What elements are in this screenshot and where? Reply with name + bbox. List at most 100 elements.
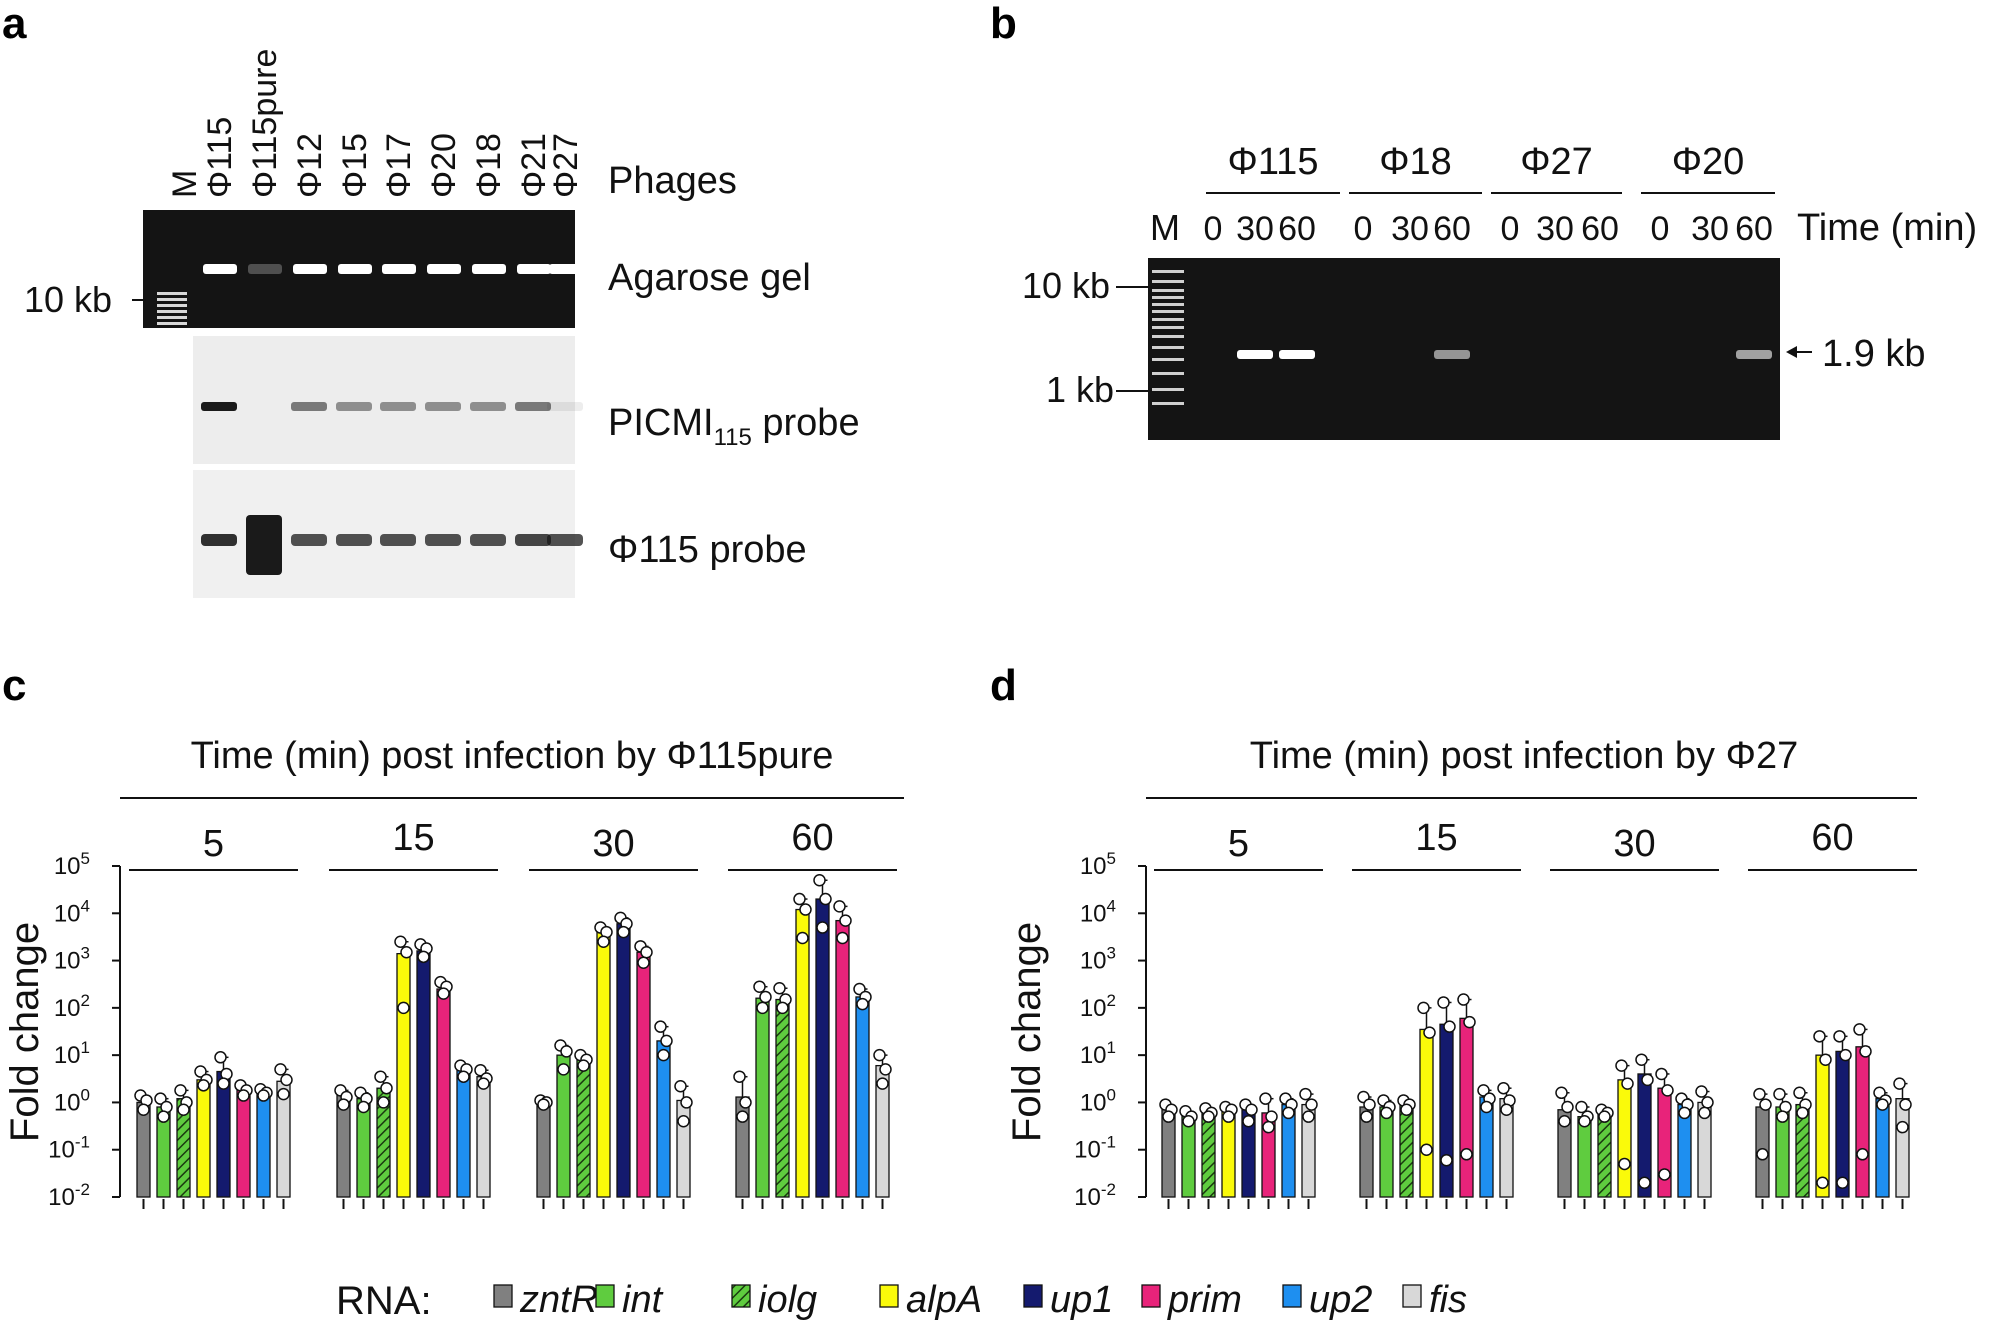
- data-point: [474, 1063, 487, 1077]
- row-label-phi115: Φ115 probe: [608, 529, 807, 571]
- data-point: [733, 1070, 746, 1083]
- ladder-band: [157, 298, 187, 301]
- ladder-band: [157, 292, 187, 295]
- y-tick-exponent: 0: [81, 1085, 90, 1104]
- y-axis-label: Fold change: [1005, 922, 1049, 1142]
- y-tick-label: 100: [54, 1085, 90, 1116]
- data-point: [1360, 1110, 1373, 1123]
- data-point: [1678, 1106, 1691, 1120]
- ladder-band: [1152, 372, 1184, 375]
- bar-prim: [1459, 1017, 1474, 1198]
- bar-int: [755, 997, 770, 1198]
- data-point: [677, 1114, 690, 1128]
- time-label: 0: [1501, 210, 1520, 248]
- ladder-band: [1152, 296, 1184, 299]
- legend-label: int: [622, 1279, 664, 1321]
- size-label-10kb: 10 kb: [1022, 265, 1110, 306]
- data-point: [654, 1020, 667, 1033]
- chart-title: Time (min) post infection by Φ115pure: [191, 735, 834, 777]
- y-tick-exponent: 2: [1107, 991, 1116, 1010]
- y-tick-exponent: 3: [1107, 944, 1116, 963]
- data-point: [1819, 1053, 1832, 1066]
- data-point: [1773, 1087, 1786, 1101]
- data-point: [1282, 1106, 1295, 1120]
- time-group-label: 15: [1415, 817, 1457, 859]
- gel-band: [1279, 350, 1315, 359]
- bar-up1: [416, 950, 431, 1198]
- data-point: [597, 935, 610, 949]
- y-tick-exponent: 4: [1107, 896, 1116, 915]
- bar-alpA: [1419, 1028, 1434, 1198]
- data-point: [394, 935, 407, 949]
- data-point: [839, 914, 852, 927]
- row-label-picmi: PICMI115 probe: [608, 402, 860, 451]
- legend-swatch-iolg: [731, 1284, 751, 1308]
- gel-band: [1736, 350, 1772, 359]
- lane-label: Φ18: [470, 133, 508, 198]
- y-tick-label: 104: [54, 896, 90, 927]
- data-point: [257, 1089, 270, 1102]
- data-point: [1259, 1092, 1272, 1105]
- panel-letter-d: d: [990, 661, 1017, 710]
- y-tick-label: 10-1: [48, 1133, 90, 1164]
- data-point: [214, 1051, 227, 1064]
- data-point: [277, 1087, 290, 1101]
- blot-band: [515, 534, 551, 546]
- y-tick-exponent: 4: [81, 896, 90, 915]
- bar-iolg: [576, 1059, 591, 1198]
- marker-lane-label: M: [1150, 207, 1180, 248]
- bar-alpA: [1815, 1054, 1830, 1198]
- data-point: [437, 987, 450, 1000]
- dna-ladder: [157, 292, 187, 325]
- legend-label: up2: [1309, 1279, 1372, 1321]
- data-point: [557, 1063, 570, 1076]
- gel-band: [549, 264, 583, 274]
- bar-alpA: [1221, 1110, 1236, 1198]
- data-point: [1638, 1176, 1651, 1190]
- time-label: 60: [1581, 210, 1619, 248]
- data-point: [873, 1048, 886, 1062]
- data-point: [640, 945, 653, 959]
- data-point: [374, 1070, 387, 1083]
- data-point: [197, 1079, 210, 1092]
- data-point: [377, 1096, 390, 1109]
- data-point: [1816, 1176, 1829, 1190]
- legend-swatch-up2: [1282, 1284, 1302, 1308]
- blot-band: [291, 534, 327, 546]
- ladder-band: [1152, 346, 1184, 349]
- data-point: [237, 1089, 250, 1102]
- time-label: 30: [1236, 210, 1274, 248]
- time-label: 60: [1278, 210, 1316, 248]
- y-tick-label: 10-1: [1074, 1133, 1116, 1164]
- data-point: [174, 1084, 187, 1097]
- bar-fis: [476, 1076, 491, 1198]
- data-point: [1618, 1157, 1631, 1171]
- data-point: [1655, 1067, 1668, 1081]
- data-point: [1420, 1143, 1433, 1156]
- bar-up2: [456, 1068, 471, 1198]
- data-point: [1756, 1148, 1769, 1161]
- y-tick-label: 102: [1080, 991, 1116, 1022]
- lane-label: Φ21: [515, 133, 553, 198]
- data-point: [1400, 1103, 1413, 1117]
- chart-d: Time (min) post infection by Φ27 Fold cha…: [1005, 735, 1917, 1211]
- data-point: [1635, 1053, 1648, 1066]
- data-point: [1615, 1059, 1628, 1072]
- data-point: [274, 1063, 287, 1076]
- y-tick-exponent: -1: [75, 1133, 90, 1152]
- data-point: [637, 956, 650, 969]
- data-point: [1460, 1148, 1473, 1161]
- bar-up2: [1875, 1098, 1890, 1198]
- blot-band: [547, 402, 583, 411]
- data-point: [1262, 1120, 1275, 1134]
- y-tick-label: 101: [54, 1038, 90, 1069]
- lane-label: Φ15: [336, 133, 374, 198]
- data-point: [776, 1001, 789, 1015]
- data-point: [736, 1110, 749, 1123]
- legend-swatch-fis: [1402, 1284, 1422, 1308]
- data-point: [1578, 1114, 1591, 1128]
- data-point: [457, 1070, 470, 1083]
